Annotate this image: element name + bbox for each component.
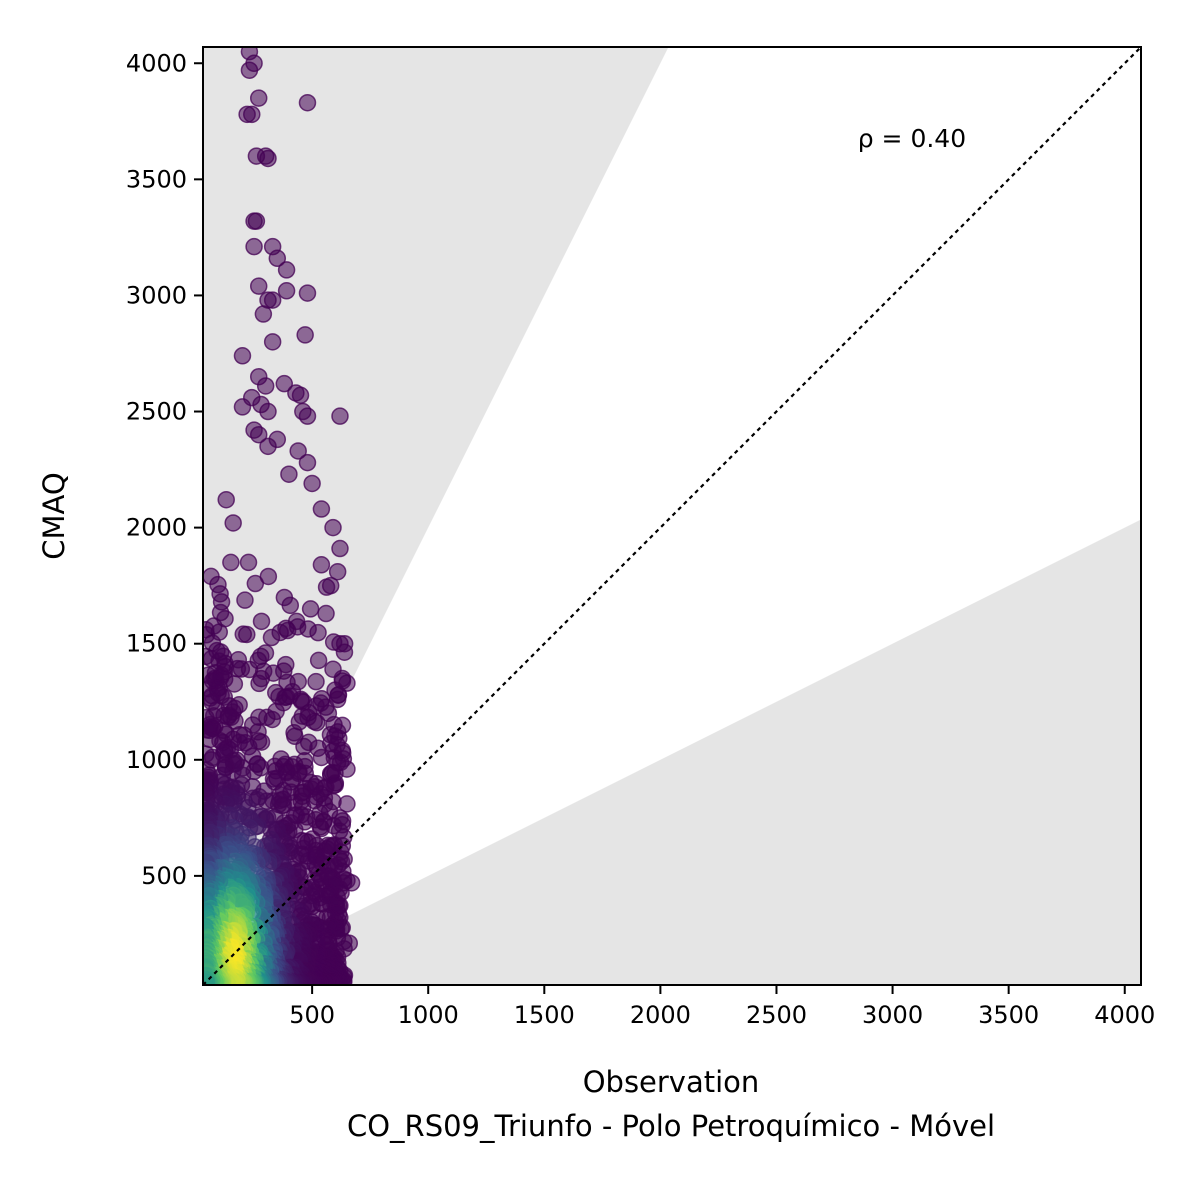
scatter-point (312, 500, 331, 518)
scatter-point (259, 437, 277, 456)
y-tick-label: 2000 (126, 514, 187, 542)
scatter-point (217, 490, 235, 509)
scatter-point (259, 402, 277, 421)
y-tick-label: 3000 (126, 281, 187, 309)
scatter-point (289, 442, 307, 460)
scatter-point (246, 574, 265, 593)
scatter-point (317, 604, 335, 623)
x-tick-label: 500 (289, 1001, 335, 1029)
scatter-point (249, 277, 268, 295)
scatter-point (245, 212, 263, 230)
scatter-point (249, 425, 268, 444)
scatter-point (335, 643, 354, 661)
scatter-point (263, 333, 282, 351)
scatter-point (331, 407, 349, 425)
y-tick-label: 4000 (126, 49, 187, 77)
x-axis-label: Observation (583, 1065, 760, 1099)
plot-area (203, 47, 1141, 985)
x-tick-label: 1000 (398, 1001, 459, 1029)
y-tick-label: 3500 (126, 165, 187, 193)
scatter-point (256, 377, 275, 395)
y-tick-label: 1000 (126, 746, 187, 774)
scatter-point (317, 578, 336, 596)
scatter-point (303, 474, 321, 493)
x-tick-label: 3500 (978, 1001, 1039, 1029)
scatter-point (296, 326, 314, 344)
correlation-annotation: ρ = 0.40 (858, 124, 966, 153)
scatter-point (262, 628, 281, 647)
scatter-point (328, 562, 347, 581)
y-tick-label: 1500 (126, 630, 187, 658)
scatter-point (281, 596, 300, 615)
scatter-point (324, 633, 343, 651)
x-tick-label: 2500 (746, 1001, 807, 1029)
x-tick-label: 1500 (514, 1001, 575, 1029)
scatter-point (250, 674, 268, 693)
scatter-point (287, 384, 305, 402)
scatter-point (249, 89, 268, 107)
scatter-point (222, 553, 240, 572)
scatter-point (277, 282, 296, 300)
scatter-point (275, 374, 294, 393)
shaded-region-under-factor-half (203, 519, 1141, 985)
y-tick-label: 500 (141, 862, 187, 890)
scatter-point (254, 305, 273, 323)
scatter-point (240, 61, 259, 79)
x-tick-label: 3000 (862, 1001, 923, 1029)
scatter-point (312, 556, 331, 574)
scatter-point (298, 407, 317, 425)
scatter-point (238, 105, 256, 124)
scatter-point (324, 518, 342, 537)
scatter-point (298, 93, 317, 112)
scatter-point (239, 553, 258, 572)
scatter-point (234, 625, 253, 643)
x-axis-subtitle: CO_RS09_Triunfo - Polo Petroquímico - Mó… (347, 1109, 995, 1143)
scatter-point (298, 284, 317, 302)
one-to-one-reference-line (203, 47, 1141, 985)
scatter-point (309, 651, 328, 670)
scatter-point (268, 249, 287, 268)
scatter-point (280, 465, 298, 483)
scatter-point (245, 237, 263, 256)
scatter-point (312, 748, 331, 767)
scatter-point (233, 398, 252, 416)
y-axis-label: CMAQ (37, 472, 71, 559)
plot-frame (202, 46, 1142, 986)
scatter-point (203, 647, 215, 666)
scatter-point (331, 539, 349, 558)
scatter-point (277, 261, 296, 279)
scatter-point (252, 612, 271, 631)
scatter-point (224, 514, 242, 532)
x-axis: 500 1000 1500 2000 2500 3000 3500 4000 (289, 985, 1155, 1029)
scatter-point (301, 600, 320, 618)
scatter-point (203, 730, 219, 749)
scatter-point (307, 672, 325, 691)
scatter-point (233, 347, 252, 365)
x-tick-label: 2000 (630, 1001, 691, 1029)
scatter-point (298, 453, 317, 472)
scatter-point (247, 147, 266, 165)
scatter-points (203, 47, 361, 985)
y-tick-label: 2500 (126, 398, 187, 426)
scatter-point (236, 591, 254, 609)
y-axis: 500 1000 1500 2000 2500 3000 3500 4000 (126, 49, 203, 890)
x-tick-label: 4000 (1094, 1001, 1155, 1029)
